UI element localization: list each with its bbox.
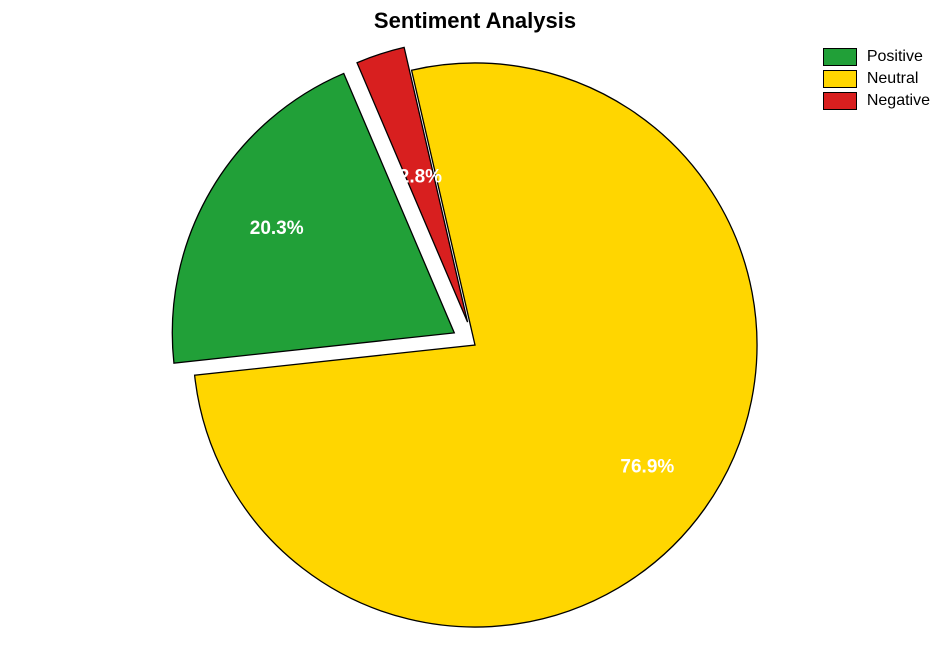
legend: Positive Neutral Negative: [823, 48, 930, 114]
pie-label-negative: 2.8%: [399, 166, 442, 187]
pie-label-positive: 20.3%: [250, 218, 304, 239]
legend-label-negative: Negative: [867, 92, 930, 110]
legend-swatch-positive: [823, 48, 857, 66]
legend-item-neutral: Neutral: [823, 70, 930, 88]
legend-label-neutral: Neutral: [867, 70, 919, 88]
legend-swatch-neutral: [823, 70, 857, 88]
legend-item-negative: Negative: [823, 92, 930, 110]
pie-chart: 76.9% 20.3% 2.8%: [0, 0, 950, 662]
legend-label-positive: Positive: [867, 48, 923, 66]
pie-slices: [172, 47, 757, 627]
legend-swatch-negative: [823, 92, 857, 110]
legend-item-positive: Positive: [823, 48, 930, 66]
pie-label-neutral: 76.9%: [620, 457, 674, 478]
